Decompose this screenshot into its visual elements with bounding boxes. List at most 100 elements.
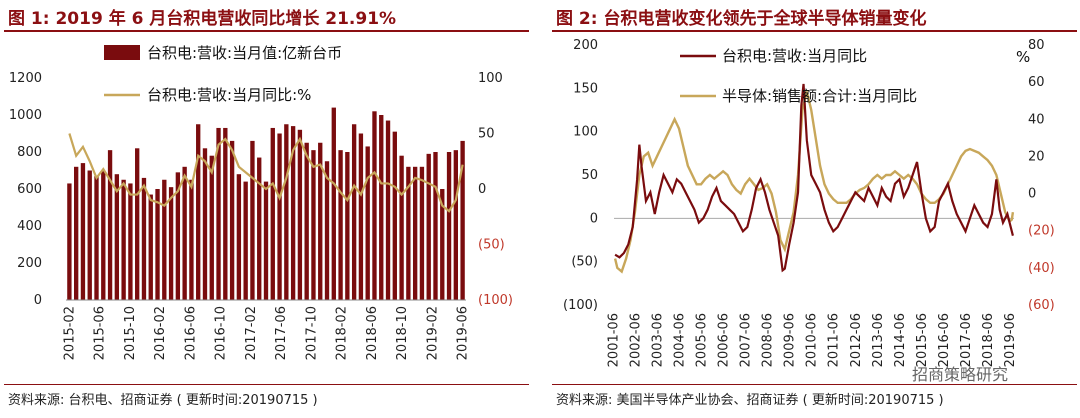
bar-revenue-50 — [406, 166, 411, 300]
chart2-ytick-right-3: 0 — [1028, 187, 1036, 202]
bar-revenue-37 — [318, 142, 323, 300]
chart2-xtick-5: 2006-06 — [717, 313, 732, 367]
chart2-ytick-right-4: 20 — [1028, 149, 1045, 164]
chart1-bottom-rule — [4, 384, 529, 385]
chart1-xtick-0: 2015-02 — [62, 306, 77, 360]
chart2-ytick-right-5: 40 — [1028, 112, 1045, 127]
bar-revenue-15 — [168, 187, 174, 300]
bar-revenue-16 — [175, 172, 181, 300]
watermark-text: 招商策略研究 — [912, 365, 1008, 384]
chart2-ytick-left-3: 50 — [581, 168, 598, 183]
bar-revenue-53 — [426, 153, 431, 300]
chart1-xtick-9: 2018-02 — [335, 306, 350, 360]
legend1-swatch-bars — [104, 45, 140, 60]
chart2-ytick-right-2: (20) — [1028, 224, 1055, 239]
chart2-source: 资料来源: 美国半导体产业协会、招商证券 ( 更新时间:20190715 ) — [556, 393, 944, 408]
chart1-ytick-right-2: 0 — [478, 182, 486, 197]
chart1-xtick-11: 2018-10 — [395, 306, 410, 360]
bar-revenue-48 — [392, 131, 397, 300]
chart1-xtick-5: 2016-10 — [214, 306, 229, 360]
bar-revenue-27 — [250, 140, 255, 300]
bar-revenue-10 — [135, 148, 140, 300]
bar-revenue-26 — [243, 181, 248, 300]
chart2-xtick-14: 2015-06 — [915, 313, 930, 367]
chart2-ytick-left-1: (50) — [571, 255, 598, 270]
bar-revenue-3 — [87, 170, 92, 300]
chart2-xtick-15: 2016-06 — [937, 313, 952, 367]
chart1-ytick-right-0: (100) — [478, 293, 513, 308]
bar-revenue-5 — [101, 170, 106, 300]
bar-revenue-13 — [155, 189, 160, 300]
bar-revenue-54 — [433, 152, 438, 300]
chart2-xtick-11: 2012-06 — [849, 313, 864, 367]
chart2-ytick-right-0: (60) — [1028, 298, 1055, 313]
bar-revenue-41 — [345, 152, 350, 300]
bar-revenue-46 — [379, 115, 384, 300]
legend2-label-tsmc: 台积电:营收:当月同比 — [722, 47, 867, 65]
bar-revenue-38 — [324, 161, 330, 300]
bar-revenue-34 — [297, 129, 303, 300]
bar-revenue-20 — [202, 148, 208, 300]
chart1-ytick-left-2: 400 — [17, 219, 42, 234]
chart2-bottom-rule — [552, 384, 1077, 385]
bar-revenue-55 — [440, 189, 445, 300]
bar-revenue-42 — [351, 124, 357, 300]
chart1-xtick-8: 2017-10 — [304, 306, 319, 360]
bar-revenue-31 — [277, 133, 282, 300]
bar-revenue-21 — [209, 155, 214, 300]
chart1-xtick-2: 2015-10 — [123, 306, 138, 360]
chart2-ytick-right-6: 60 — [1028, 75, 1045, 90]
bar-revenue-25 — [236, 174, 242, 300]
bar-revenue-0 — [67, 183, 72, 300]
chart2-xtick-3: 2004-06 — [672, 313, 687, 367]
chart1-ytick-left-4: 800 — [17, 145, 42, 160]
bar-revenue-4 — [94, 176, 99, 300]
chart1-xtick-1: 2015-06 — [93, 306, 108, 360]
chart1-ytick-left-3: 600 — [17, 182, 42, 197]
chart2-xtick-12: 2013-06 — [871, 313, 886, 367]
bar-revenue-9 — [128, 183, 133, 300]
chart2-xtick-9: 2010-06 — [805, 313, 820, 367]
chart1-xtick-10: 2018-06 — [365, 306, 380, 360]
bar-revenue-56 — [446, 152, 452, 300]
bar-revenue-51 — [412, 166, 418, 300]
chart1-xtick-7: 2017-06 — [274, 306, 289, 360]
bar-revenue-24 — [229, 140, 235, 300]
bar-revenue-6 — [107, 150, 113, 300]
bar-revenue-39 — [331, 107, 336, 300]
bar-revenue-18 — [189, 179, 194, 300]
bar-revenue-23 — [223, 127, 228, 300]
bar-revenue-28 — [257, 157, 262, 300]
chart2-xtick-0: 2001-06 — [606, 313, 621, 367]
chart1-ytick-left-0: 0 — [34, 293, 42, 308]
bar-revenue-12 — [148, 194, 153, 300]
bar-revenue-17 — [182, 166, 187, 300]
line-revenue-yoy — [68, 133, 464, 213]
bar-revenue-44 — [365, 146, 370, 300]
chart2-xtick-10: 2011-06 — [827, 313, 842, 367]
chart2-ytick-right-7: 80 — [1028, 38, 1045, 53]
chart1-ytick-right-1: (50) — [478, 238, 505, 253]
bar-revenue-49 — [399, 155, 404, 300]
bar-revenue-32 — [284, 124, 289, 300]
bar-revenue-8 — [121, 179, 126, 300]
chart1-ytick-left-5: 1000 — [9, 108, 42, 123]
chart2-ytick-right-1: (40) — [1028, 261, 1055, 276]
line-tsmc-revenue-yoy — [614, 83, 1014, 273]
chart1-xtick-13: 2019-06 — [456, 306, 471, 360]
bar-revenue-45 — [372, 111, 377, 300]
chart2-ytick-left-0: (100) — [563, 298, 598, 313]
chart2-ytick-left-6: 200 — [573, 38, 598, 53]
bar-revenue-40 — [338, 150, 343, 300]
chart1-ytick-left-1: 200 — [17, 256, 42, 271]
chart2-xtick-18: 2019-06 — [1003, 313, 1018, 367]
bar-revenue-19 — [196, 124, 201, 300]
chart1-xtick-3: 2016-02 — [153, 306, 168, 360]
chart2-xtick-8: 2009-06 — [783, 313, 798, 367]
chart2-xtick-2: 2003-06 — [650, 313, 665, 367]
bar-revenue-11 — [141, 177, 147, 300]
chart2-right-unit: % — [1016, 48, 1030, 66]
legend1-label-bars: 台积电:营收:当月值:亿新台币 — [147, 44, 342, 62]
chart2-ytick-left-5: 150 — [573, 81, 598, 96]
